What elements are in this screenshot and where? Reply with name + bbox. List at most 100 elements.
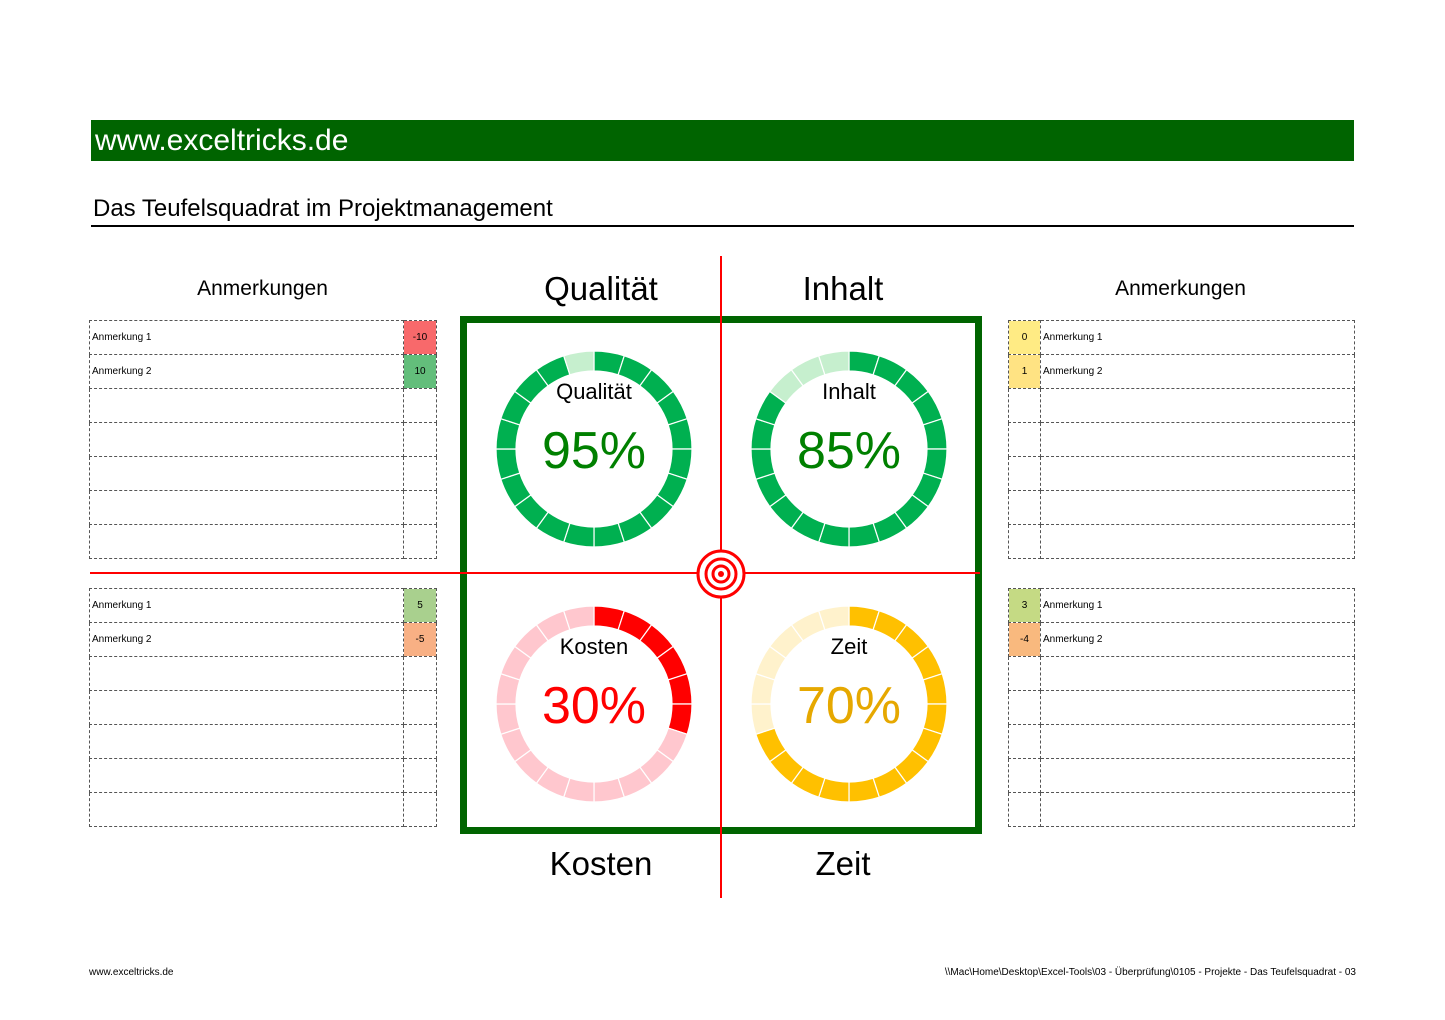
gauge-segment-track <box>562 605 595 631</box>
notes-table-top-left: Anmerkung 1 -10 Anmerkung 2 10 <box>89 320 437 559</box>
gauge-segment-filled <box>593 522 626 548</box>
note-score-cell[interactable]: -5 <box>403 622 437 657</box>
note-score-cell[interactable] <box>403 724 437 759</box>
note-score-cell[interactable]: 0 <box>1008 320 1041 355</box>
note-score-cell[interactable] <box>1008 490 1041 525</box>
note-score-cell[interactable] <box>1008 524 1041 559</box>
note-score-cell[interactable] <box>403 524 437 559</box>
gauge-label: Zeit <box>830 634 868 659</box>
note-score-cell[interactable] <box>1008 690 1041 725</box>
note-text-cell[interactable]: Anmerkung 1 <box>89 588 404 623</box>
notes-table-bottom-right: 3 Anmerkung 1 -4 Anmerkung 2 <box>1008 588 1355 827</box>
left-notes-header: Anmerkungen <box>197 277 328 300</box>
note-text-cell[interactable] <box>1040 456 1355 491</box>
gauge-segment-track <box>817 350 850 376</box>
page-title: Das Teufelsquadrat im Projektmanagement <box>93 195 553 222</box>
note-score-cell[interactable]: 3 <box>1008 588 1041 623</box>
gauge-ring-inhalt <box>750 350 948 548</box>
note-text-cell[interactable] <box>89 490 404 525</box>
note-score-cell[interactable] <box>1008 422 1041 457</box>
notes-table-top-right: 0 Anmerkung 1 1 Anmerkung 2 <box>1008 320 1355 559</box>
note-score-cell[interactable]: 5 <box>403 588 437 623</box>
note-score-cell[interactable]: -10 <box>403 320 437 355</box>
note-row <box>89 422 437 457</box>
notes-table-bottom-left: Anmerkung 1 5 Anmerkung 2 -5 <box>89 588 437 827</box>
note-text-cell[interactable] <box>89 792 404 827</box>
note-row <box>1008 490 1355 525</box>
note-text-cell[interactable] <box>89 690 404 725</box>
note-text-cell[interactable]: Anmerkung 2 <box>1040 354 1355 389</box>
note-row: Anmerkung 1 -10 <box>89 320 437 355</box>
gauge-segment-track <box>593 777 626 803</box>
note-score-cell[interactable] <box>1008 724 1041 759</box>
note-text-cell[interactable] <box>89 422 404 457</box>
note-text-cell[interactable] <box>89 524 404 559</box>
note-score-cell[interactable] <box>1008 792 1041 827</box>
note-text-cell[interactable] <box>1040 792 1355 827</box>
gauge-zeit: Zeit 70% <box>749 604 949 804</box>
note-row <box>1008 524 1355 559</box>
note-row: 0 Anmerkung 1 <box>1008 320 1355 355</box>
note-score-cell[interactable] <box>403 656 437 691</box>
note-text-cell[interactable]: Anmerkung 2 <box>89 622 404 657</box>
note-text-cell[interactable] <box>1040 524 1355 559</box>
note-text-cell[interactable] <box>1040 422 1355 457</box>
gauge-value: 85% <box>796 422 902 480</box>
note-row <box>1008 422 1355 457</box>
note-row <box>1008 690 1355 725</box>
note-score-cell[interactable] <box>1008 758 1041 793</box>
quadrant-label-kosten: Kosten <box>549 845 653 882</box>
note-text-cell[interactable]: Anmerkung 2 <box>89 354 404 389</box>
note-score-cell[interactable]: 1 <box>1008 354 1041 389</box>
note-text-cell[interactable] <box>1040 388 1355 423</box>
note-row <box>89 792 437 827</box>
quadrant-label-zeit: Zeit <box>815 845 871 882</box>
gauge-kosten: Kosten 30% <box>494 604 694 804</box>
note-text-cell[interactable] <box>89 758 404 793</box>
note-score-cell[interactable] <box>403 456 437 491</box>
note-text-cell[interactable] <box>1040 724 1355 759</box>
note-text-cell[interactable]: Anmerkung 1 <box>1040 588 1355 623</box>
gauge-ring-zeit <box>750 605 948 803</box>
note-row: 1 Anmerkung 2 <box>1008 354 1355 389</box>
title-divider <box>91 225 1354 227</box>
gauge-ring-kosten <box>495 605 693 803</box>
note-text-cell[interactable]: Anmerkung 1 <box>1040 320 1355 355</box>
note-score-cell[interactable] <box>403 422 437 457</box>
horizontal-axis-line <box>90 572 980 574</box>
note-score-cell[interactable] <box>1008 388 1041 423</box>
note-score-cell[interactable] <box>1008 456 1041 491</box>
note-text-cell[interactable] <box>1040 656 1355 691</box>
note-text-cell[interactable] <box>89 656 404 691</box>
note-row <box>1008 656 1355 691</box>
note-score-cell[interactable] <box>403 388 437 423</box>
note-row <box>1008 758 1355 793</box>
note-score-cell[interactable] <box>403 490 437 525</box>
gauge-inhalt: Inhalt 85% <box>749 349 949 549</box>
note-text-cell[interactable] <box>89 456 404 491</box>
note-score-cell[interactable]: -4 <box>1008 622 1041 657</box>
gauge-segment-track <box>562 350 595 376</box>
note-row: Anmerkung 2 -5 <box>89 622 437 657</box>
note-text-cell[interactable]: Anmerkung 1 <box>89 320 404 355</box>
note-text-cell[interactable] <box>89 388 404 423</box>
note-text-cell[interactable]: Anmerkung 2 <box>1040 622 1355 657</box>
note-row <box>89 388 437 423</box>
note-text-cell[interactable] <box>1040 490 1355 525</box>
note-row <box>1008 388 1355 423</box>
footer-file-path: \\Mac\Home\Desktop\Excel-Tools\03 - Über… <box>944 967 1356 978</box>
note-text-cell[interactable] <box>1040 690 1355 725</box>
note-score-cell[interactable] <box>1008 656 1041 691</box>
gauge-segment-filled <box>848 522 881 548</box>
note-score-cell[interactable]: 10 <box>403 354 437 389</box>
note-score-cell[interactable] <box>403 792 437 827</box>
note-score-cell[interactable] <box>403 758 437 793</box>
note-score-cell[interactable] <box>403 690 437 725</box>
note-row <box>89 490 437 525</box>
gauge-label: Kosten <box>559 634 629 659</box>
note-text-cell[interactable] <box>89 724 404 759</box>
note-row: 3 Anmerkung 1 <box>1008 588 1355 623</box>
gauge-segment-filled <box>848 777 881 803</box>
note-row <box>89 456 437 491</box>
note-text-cell[interactable] <box>1040 758 1355 793</box>
